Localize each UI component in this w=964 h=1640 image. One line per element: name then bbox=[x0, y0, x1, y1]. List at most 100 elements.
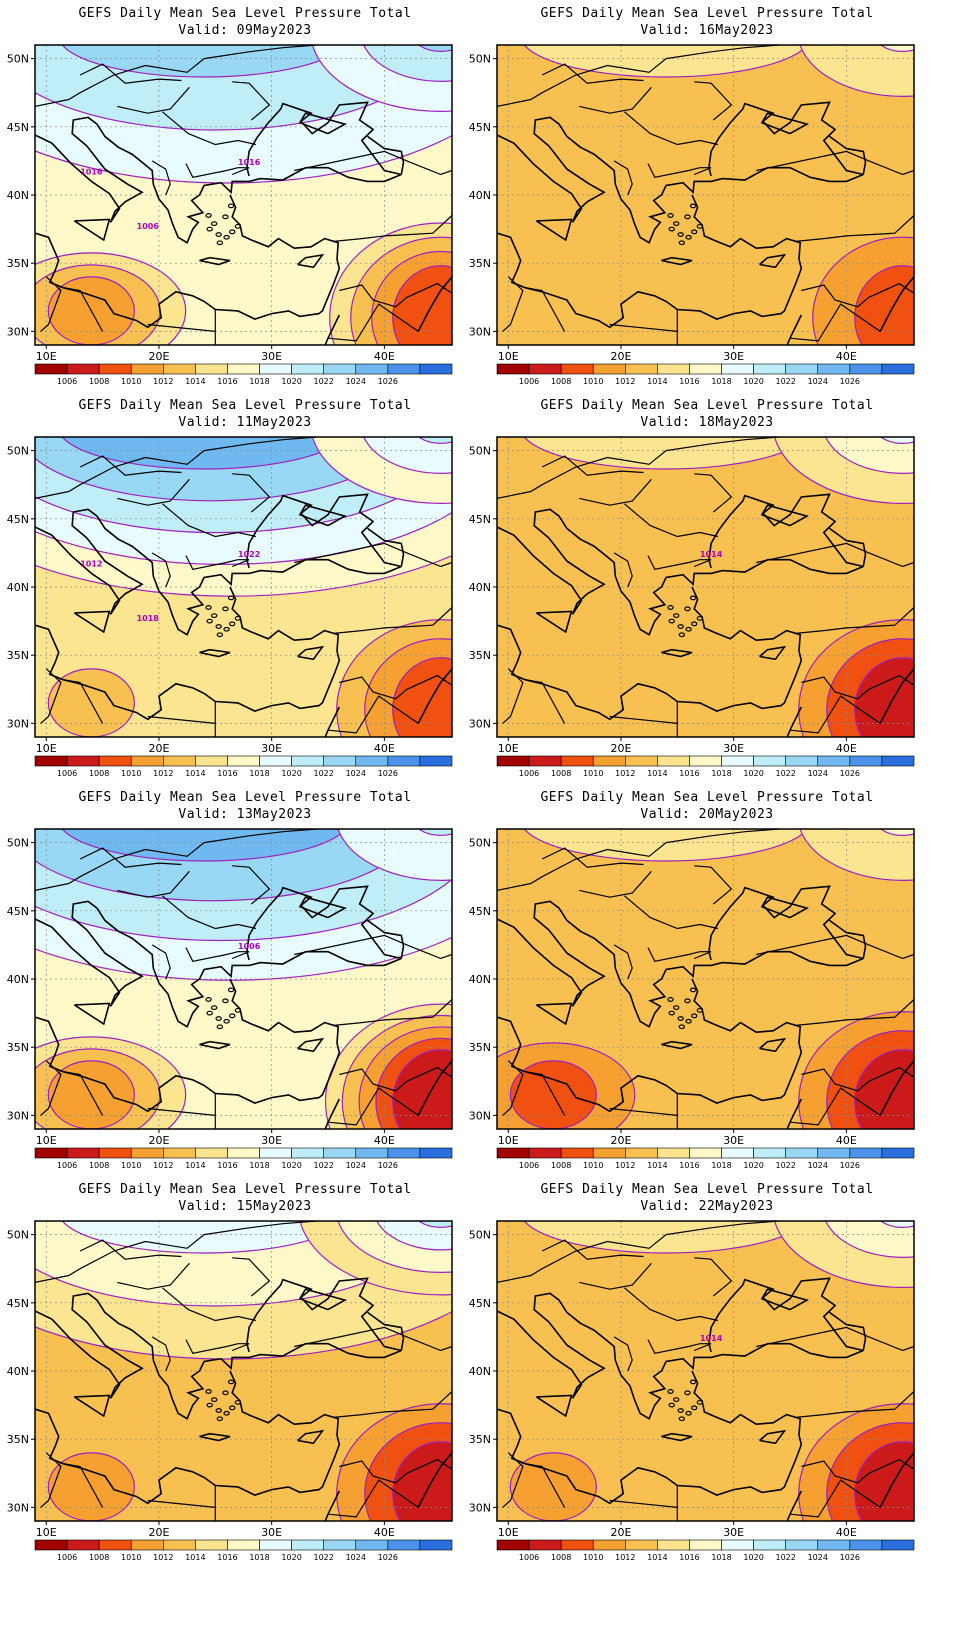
colorbar-swatch bbox=[130, 755, 164, 767]
colorbar-swatch bbox=[592, 363, 626, 375]
colorbar-swatch bbox=[592, 1539, 626, 1551]
country-border bbox=[694, 865, 733, 905]
island bbox=[210, 613, 218, 619]
pressure-band-se-low bbox=[392, 1441, 452, 1521]
colorbar-swatch bbox=[130, 363, 164, 375]
colorbar-label: 1006 bbox=[519, 1161, 539, 1170]
colorbar-swatch bbox=[849, 1539, 883, 1551]
island bbox=[206, 226, 213, 232]
x-tick-label: 40E bbox=[374, 350, 395, 363]
country-border bbox=[541, 63, 644, 84]
colorbar-swatch bbox=[625, 1147, 658, 1159]
colorbar-label: 1022 bbox=[314, 1161, 334, 1170]
colorbar-label: 1022 bbox=[776, 1161, 796, 1170]
y-tick-label: 45N bbox=[7, 1297, 29, 1310]
colorbar-label: 1014 bbox=[647, 1161, 667, 1170]
colorbar-swatch bbox=[849, 755, 883, 767]
colorbar-label: 1006 bbox=[57, 769, 77, 778]
x-tick-label: 40E bbox=[374, 1526, 395, 1539]
country-border bbox=[756, 542, 914, 568]
country-border bbox=[231, 951, 250, 960]
country-border bbox=[162, 895, 257, 930]
island bbox=[215, 624, 222, 629]
coastline bbox=[760, 896, 809, 919]
x-tick-label: 20E bbox=[148, 1526, 169, 1539]
y-tick-label: 35N bbox=[7, 1433, 29, 1446]
country-border bbox=[151, 1336, 171, 1372]
colorbar-label: 1010 bbox=[583, 769, 603, 778]
valid-date: Valid: 22May2023 bbox=[640, 1199, 773, 1214]
coastline bbox=[879, 668, 914, 724]
island bbox=[691, 1405, 698, 1411]
colorbar-swatch bbox=[753, 755, 786, 767]
coastline bbox=[417, 276, 452, 332]
island bbox=[689, 1379, 697, 1385]
colorbar-swatch bbox=[657, 1147, 690, 1159]
island bbox=[234, 1399, 242, 1405]
country-border bbox=[35, 437, 317, 499]
colorbar-label: 1024 bbox=[346, 377, 366, 386]
coastline bbox=[760, 504, 809, 527]
pressure-band-se-low bbox=[854, 657, 914, 737]
colorbar-swatch bbox=[689, 755, 722, 767]
colorbar-swatch bbox=[195, 363, 228, 375]
country-border bbox=[333, 215, 452, 242]
island bbox=[234, 615, 242, 621]
island bbox=[667, 605, 674, 610]
country-border bbox=[185, 555, 250, 570]
island bbox=[684, 998, 691, 1004]
colorbar-label: 1026 bbox=[378, 1161, 398, 1170]
colorbar-label: 1020 bbox=[743, 1161, 763, 1170]
colorbar-label: 1016 bbox=[217, 377, 237, 386]
island bbox=[684, 214, 691, 220]
colorbar-label: 1022 bbox=[776, 1553, 796, 1562]
x-tick-label: 30E bbox=[723, 350, 744, 363]
colorbar-label: 1018 bbox=[711, 769, 731, 778]
colorbar-label: 1020 bbox=[281, 377, 301, 386]
colorbar-swatch bbox=[528, 1539, 562, 1551]
country-border bbox=[541, 847, 644, 868]
island bbox=[210, 1397, 218, 1403]
map-panel: GEFS Daily Mean Sea Level Pressure Total… bbox=[0, 1176, 482, 1586]
country-border bbox=[579, 870, 652, 898]
island bbox=[222, 606, 229, 612]
coastline bbox=[829, 527, 867, 567]
island bbox=[222, 214, 229, 220]
colorbar-label: 1024 bbox=[808, 377, 828, 386]
coastline bbox=[497, 194, 803, 329]
colorbar-swatch bbox=[355, 1539, 389, 1551]
colorbar-label: 1014 bbox=[185, 1161, 205, 1170]
colorbar-swatch bbox=[419, 1539, 453, 1551]
map-svg: GEFS Daily Mean Sea Level Pressure Total… bbox=[7, 790, 453, 1170]
island bbox=[205, 997, 212, 1002]
pressure-band-se-low bbox=[854, 1441, 914, 1521]
island bbox=[205, 605, 212, 610]
island bbox=[668, 226, 675, 232]
coastline bbox=[298, 504, 347, 527]
colorbar-label: 1016 bbox=[679, 377, 699, 386]
island bbox=[234, 1007, 242, 1013]
map-panel: GEFS Daily Mean Sea Level Pressure Total… bbox=[462, 0, 944, 410]
colorbar-swatch bbox=[689, 1147, 722, 1159]
colorbar-swatch bbox=[291, 1539, 324, 1551]
country-border bbox=[231, 1343, 250, 1352]
colorbar-label: 1006 bbox=[57, 1553, 77, 1562]
colorbar-swatch bbox=[528, 363, 562, 375]
colorbar-label: 1016 bbox=[679, 769, 699, 778]
country-border bbox=[789, 1479, 881, 1518]
colorbar-swatch bbox=[66, 755, 100, 767]
contour-label: 1014 bbox=[700, 550, 723, 559]
colorbar-swatch bbox=[227, 1539, 260, 1551]
pressure-band-ne-high bbox=[417, 437, 452, 444]
contour-label: 1006 bbox=[137, 222, 160, 231]
colorbar-swatch bbox=[387, 363, 421, 375]
country-border bbox=[613, 160, 633, 196]
x-tick-label: 30E bbox=[723, 1134, 744, 1147]
colorbar-label: 1018 bbox=[711, 1553, 731, 1562]
colorbar-label: 1026 bbox=[840, 377, 860, 386]
colorbar-swatch bbox=[560, 1539, 594, 1551]
colorbar-swatch bbox=[323, 1147, 357, 1159]
country-border bbox=[613, 944, 633, 980]
x-tick-label: 20E bbox=[610, 350, 631, 363]
valid-date: Valid: 09May2023 bbox=[178, 23, 311, 38]
